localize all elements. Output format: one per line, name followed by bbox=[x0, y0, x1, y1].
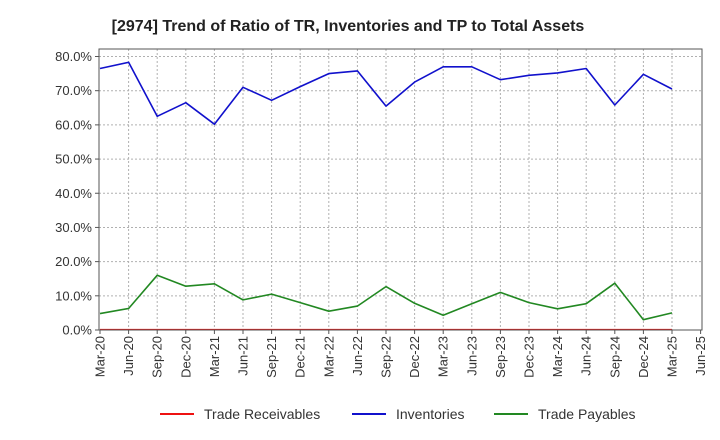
x-tick-label: Mar-25 bbox=[665, 336, 680, 377]
x-tick-label: Sep-21 bbox=[264, 336, 279, 378]
x-tick-label: Sep-22 bbox=[379, 336, 394, 378]
x-tick-label: Dec-21 bbox=[293, 336, 308, 378]
plot-area bbox=[98, 48, 703, 331]
y-tick-label: 40.0% bbox=[55, 186, 92, 201]
inventories-line bbox=[99, 61, 673, 125]
trade-payables-line bbox=[99, 274, 673, 321]
y-tick-label: 10.0% bbox=[55, 288, 92, 303]
x-tick-label: Dec-24 bbox=[636, 336, 651, 378]
x-tick-label: Jun-20 bbox=[121, 336, 136, 376]
x-tick-label: Sep-24 bbox=[607, 336, 622, 378]
x-tick-label: Jun-21 bbox=[236, 336, 251, 376]
x-tick-label: Jun-24 bbox=[579, 336, 594, 376]
y-tick-label: 20.0% bbox=[55, 254, 92, 269]
x-axis: Mar-20 Jun-20 Sep-20 Dec-20 Mar-21 Jun-21 Sep-… bbox=[93, 330, 708, 378]
x-tick-label: Jun-23 bbox=[464, 336, 479, 376]
y-tick-label: 30.0% bbox=[55, 220, 92, 235]
trade-receivables-legend-label: Trade Receivables bbox=[204, 406, 320, 422]
y-tick-label: 70.0% bbox=[55, 83, 92, 98]
x-tick-label: Sep-23 bbox=[493, 336, 508, 378]
x-tick-label: Mar-23 bbox=[436, 336, 451, 377]
x-tick-label: Mar-20 bbox=[93, 336, 108, 377]
y-tick-label: 50.0% bbox=[55, 152, 92, 167]
x-tick-label: Mar-22 bbox=[321, 336, 336, 377]
chart-title: [2974] Trend of Ratio of TR, Inventories… bbox=[112, 18, 585, 35]
trade-payables-legend-label: Trade Payables bbox=[538, 406, 636, 422]
y-tick-label: 0.0% bbox=[62, 323, 92, 338]
y-tick-label: 80.0% bbox=[55, 49, 92, 64]
x-tick-label: Jun-25 bbox=[693, 336, 708, 376]
y-tick-label: 60.0% bbox=[55, 117, 92, 132]
inventories-legend-label: Inventories bbox=[396, 406, 464, 422]
x-tick-label: Jun-22 bbox=[350, 336, 365, 376]
x-tick-label: Dec-20 bbox=[178, 336, 193, 378]
x-tick-label: Mar-21 bbox=[207, 336, 222, 377]
y-axis: 0.0% 10.0% 20.0% 30.0% 40.0% 50.0% 60.0% 70.0% 8… bbox=[55, 49, 99, 338]
x-tick-label: Sep-20 bbox=[150, 336, 165, 378]
x-tick-label: Dec-22 bbox=[407, 336, 422, 378]
x-tick-label: Dec-23 bbox=[522, 336, 537, 378]
x-tick-label: Mar-24 bbox=[550, 336, 565, 377]
grid bbox=[99, 49, 702, 330]
legend: Trade Receivables Inventories Trade Payabl… bbox=[160, 406, 636, 422]
